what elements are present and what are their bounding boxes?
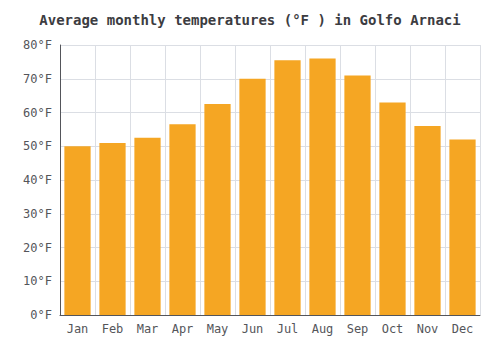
svg-text:Average monthly temperatures (: Average monthly temperatures (°F ) in Go… — [39, 12, 460, 28]
svg-text:10°F: 10°F — [23, 274, 52, 288]
svg-text:20°F: 20°F — [23, 241, 52, 255]
svg-text:May: May — [207, 322, 229, 336]
svg-text:Oct: Oct — [382, 322, 404, 336]
svg-text:Mar: Mar — [137, 322, 159, 336]
svg-text:60°F: 60°F — [23, 106, 52, 120]
svg-text:Aug: Aug — [312, 322, 334, 336]
svg-text:Jan: Jan — [67, 322, 89, 336]
svg-text:Jul: Jul — [277, 322, 299, 336]
svg-text:30°F: 30°F — [23, 207, 52, 221]
svg-text:Dec: Dec — [452, 322, 474, 336]
svg-text:Apr: Apr — [172, 322, 194, 336]
svg-text:40°F: 40°F — [23, 173, 52, 187]
svg-text:80°F: 80°F — [23, 38, 52, 52]
svg-text:Sep: Sep — [347, 322, 369, 336]
svg-text:50°F: 50°F — [23, 139, 52, 153]
svg-text:0°F: 0°F — [30, 308, 52, 322]
svg-text:Jun: Jun — [242, 322, 264, 336]
svg-text:70°F: 70°F — [23, 72, 52, 86]
svg-text:Nov: Nov — [417, 322, 439, 336]
svg-text:Feb: Feb — [102, 322, 124, 336]
